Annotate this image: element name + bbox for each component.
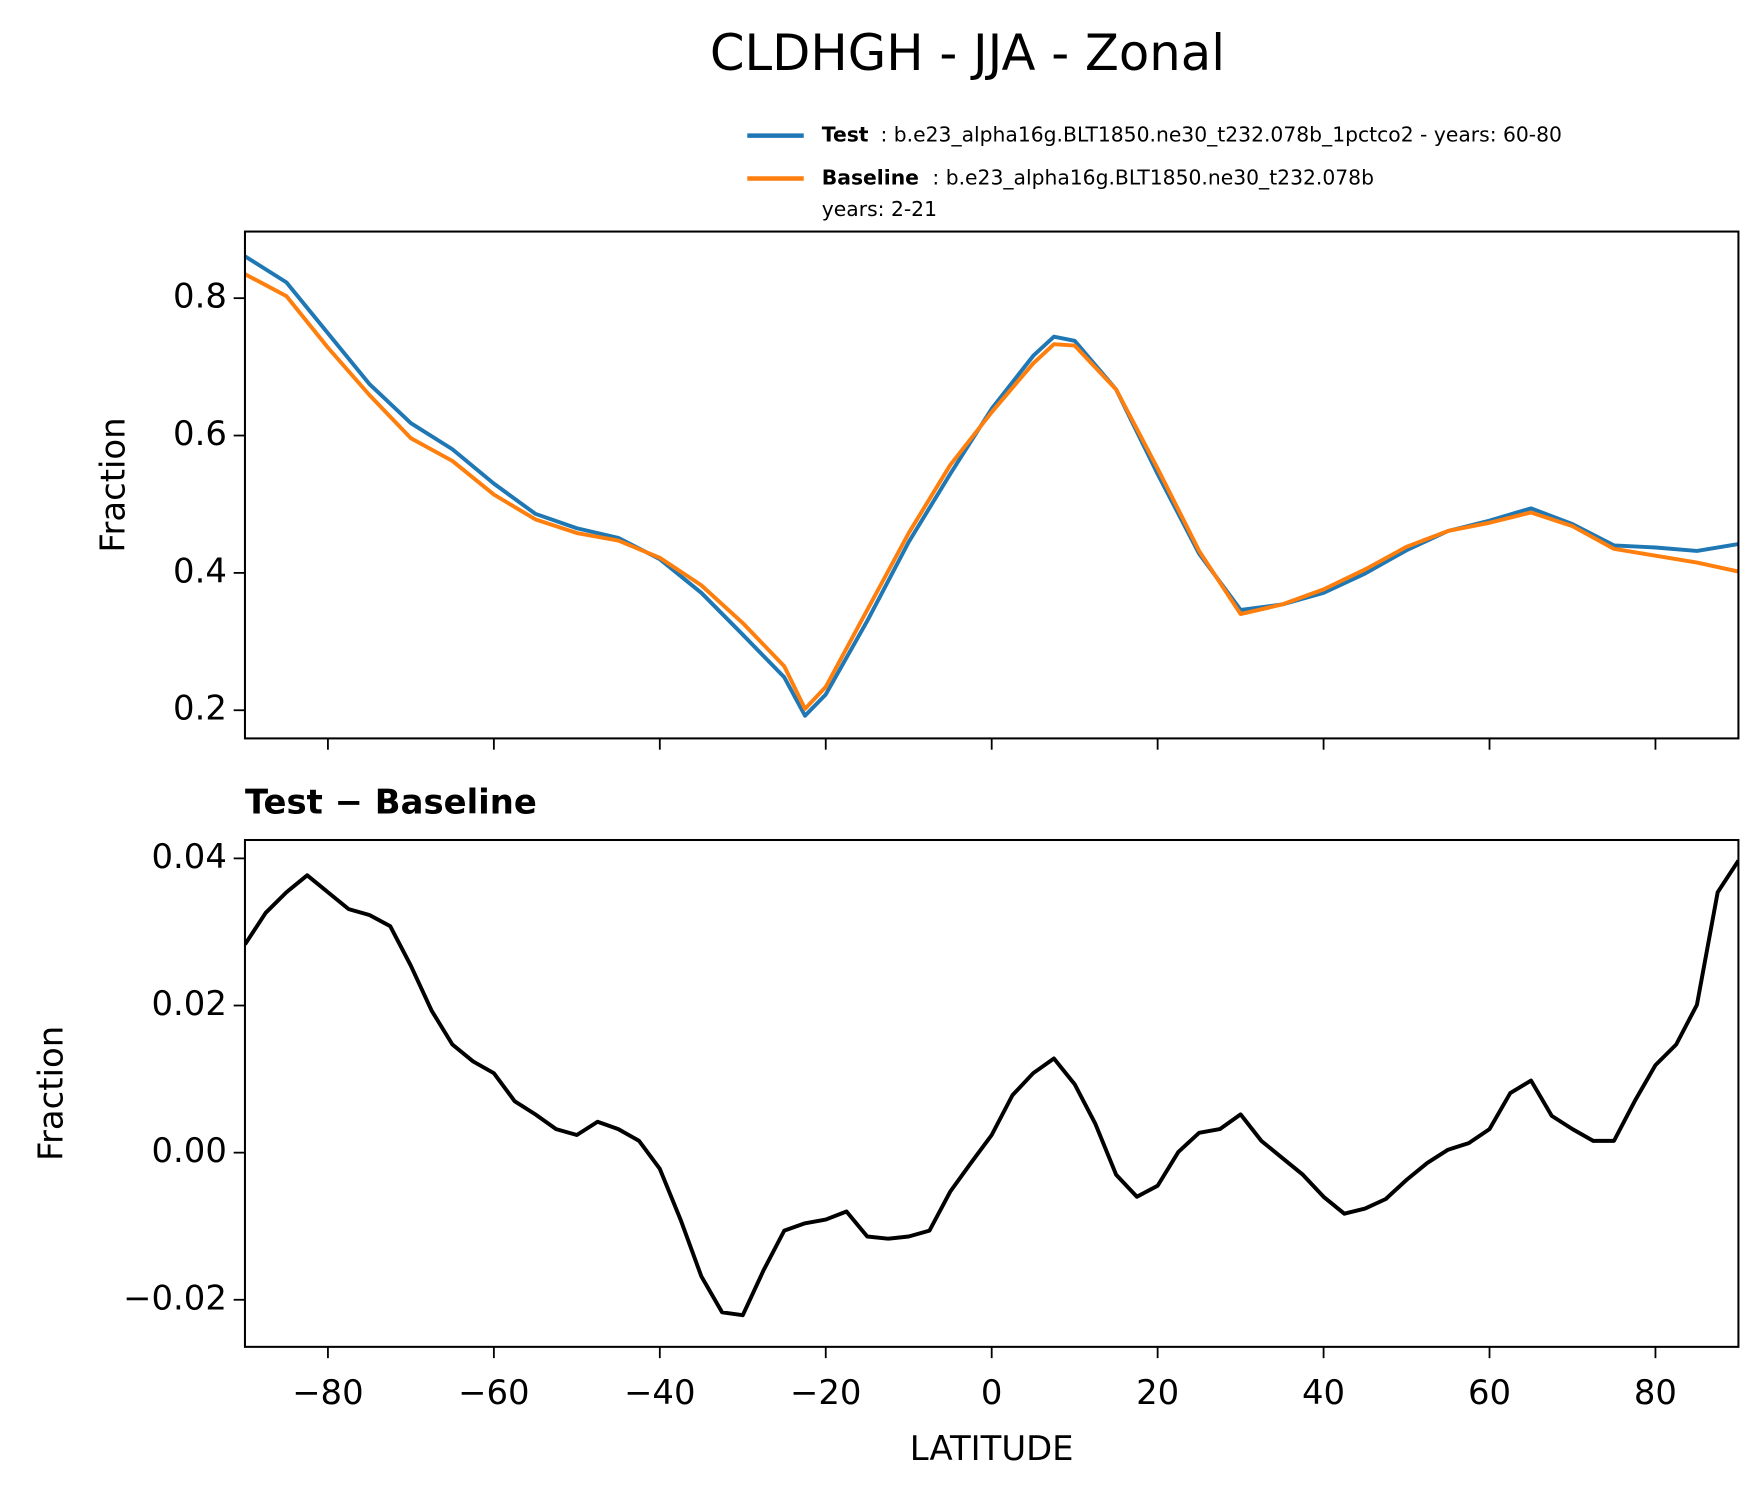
figure-title: CLDHGH - JJA - Zonal — [710, 24, 1225, 82]
x-tick-label: 40 — [1302, 1373, 1345, 1412]
y-tick-label: 0.00 — [152, 1131, 227, 1170]
plot-frame — [243, 838, 1740, 1348]
y-axis-label: Fraction — [32, 1026, 71, 1161]
y-tick-label: −0.02 — [123, 1278, 227, 1317]
legend-description: years: 2-21 — [822, 197, 937, 221]
x-tick-label: 20 — [1136, 1373, 1179, 1412]
y-axis-label: Fraction — [94, 417, 133, 552]
y-tick-label: 0.04 — [152, 837, 227, 876]
legend-name: Baseline — [822, 165, 919, 189]
subplot-title: Test − Baseline — [245, 782, 537, 821]
y-tick-label: 0.8 — [173, 277, 227, 316]
x-tick-label: −60 — [458, 1373, 529, 1412]
y-tick-label: 0.4 — [173, 551, 227, 590]
x-axis-label: LATITUDE — [910, 1429, 1074, 1468]
x-tick-label: 0 — [981, 1373, 1003, 1412]
x-tick-label: 80 — [1634, 1373, 1677, 1412]
plot-frame — [243, 230, 1740, 740]
y-tick-label: 0.2 — [173, 689, 227, 728]
data-line — [244, 272, 1739, 711]
legend-name: Test — [822, 123, 869, 147]
legend-description: : b.e23_alpha16g.BLT1850.ne30_t232.078b — [932, 165, 1374, 190]
data-line — [244, 859, 1739, 1318]
x-tick-label: −40 — [624, 1373, 695, 1412]
data-line — [244, 254, 1739, 718]
x-tick-label: −20 — [790, 1373, 861, 1412]
legend-description: : b.e23_alpha16g.BLT1850.ne30_t232.078b_… — [881, 123, 1562, 148]
y-tick-label: 0.02 — [152, 984, 227, 1023]
x-tick-label: −80 — [292, 1373, 363, 1412]
x-tick-label: 60 — [1468, 1373, 1511, 1412]
y-tick-label: 0.6 — [173, 414, 227, 453]
